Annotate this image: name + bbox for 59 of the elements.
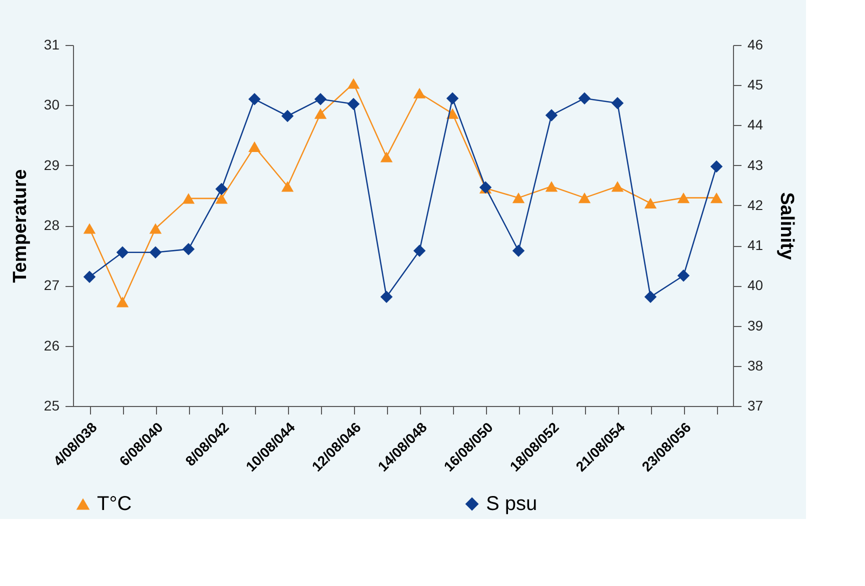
- point: [413, 88, 426, 98]
- point: [182, 193, 195, 204]
- point: [611, 97, 624, 110]
- point: [83, 223, 96, 234]
- y2-tick-label: 38: [748, 357, 764, 374]
- point: [380, 152, 393, 162]
- point: [644, 198, 657, 209]
- point: [512, 192, 525, 204]
- y-tick-label: 31: [44, 36, 60, 52]
- point: [248, 93, 261, 106]
- point: [677, 270, 690, 282]
- point: [644, 290, 657, 304]
- y2-tick-label: 39: [748, 317, 764, 334]
- y2-tick-label: 43: [748, 156, 764, 173]
- point: [446, 92, 459, 104]
- point: [149, 246, 162, 258]
- point: [281, 110, 294, 122]
- point: [578, 192, 591, 204]
- point: [611, 181, 624, 192]
- y2-tick-label: 44: [748, 116, 764, 133]
- y-tick-label: 25: [44, 398, 60, 414]
- point: [413, 244, 426, 257]
- y-tick-label: 30: [44, 96, 60, 113]
- y2-tick-label: 45: [748, 76, 764, 93]
- y2-tick-label: 40: [748, 277, 764, 294]
- point: [314, 108, 327, 119]
- point: [281, 181, 294, 192]
- point: [215, 182, 228, 196]
- y2-tick-label: 46: [748, 36, 764, 52]
- point: [182, 243, 195, 256]
- y-tick-label: 28: [44, 217, 60, 233]
- point: [347, 98, 360, 110]
- point: [446, 108, 459, 119]
- point: [215, 193, 228, 204]
- y-axis-title: Temperature: [10, 169, 31, 283]
- point: [512, 244, 525, 257]
- point: [83, 270, 96, 283]
- point: [149, 223, 162, 234]
- point: [677, 192, 690, 204]
- point: [116, 296, 129, 308]
- legend-label: S psu: [486, 493, 538, 515]
- point: [116, 246, 129, 258]
- y2-tick-label: 37: [748, 398, 764, 414]
- point: [314, 93, 327, 106]
- point: [545, 181, 558, 192]
- y-tick-label: 26: [44, 337, 60, 354]
- y-tick-label: 27: [44, 277, 60, 294]
- point: [347, 78, 360, 89]
- legend-label: T°C: [97, 493, 132, 515]
- point: [248, 141, 261, 152]
- y2-tick-label: 41: [748, 237, 764, 254]
- y-tick-label: 29: [44, 156, 60, 173]
- point: [578, 92, 591, 104]
- point: [380, 290, 393, 304]
- point: [545, 109, 558, 122]
- y2-tick-label: 42: [748, 196, 764, 213]
- point: [710, 192, 723, 204]
- point: [710, 160, 723, 173]
- y2-axis-title: Salinity: [776, 192, 798, 260]
